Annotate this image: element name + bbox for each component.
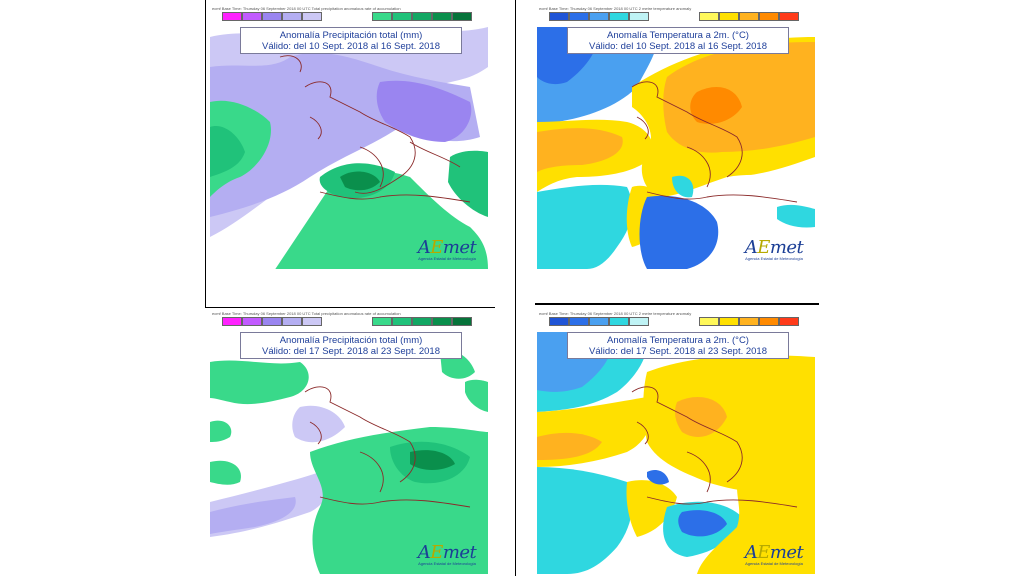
legend-header: ecmf Base Time: Thursday 06 September 20…	[539, 6, 692, 11]
frame-center-divider	[515, 0, 516, 576]
legend-swatch	[569, 12, 589, 21]
legend-swatch	[719, 317, 739, 326]
legend-header: ecmf Base Time: Thursday 06 September 20…	[212, 6, 401, 11]
legend-swatch	[569, 317, 589, 326]
temp-anomaly-map	[537, 332, 815, 574]
legend-swatch	[549, 12, 569, 21]
legend-swatch	[609, 12, 629, 21]
legend-swatch	[282, 12, 302, 21]
legend-bar: ecmf Base Time: Thursday 06 September 20…	[208, 5, 490, 27]
map-panel-temp-week2: ecmf Base Time: Thursday 06 September 20…	[535, 310, 817, 574]
aemet-logo-wordmark: AEmet	[744, 542, 804, 563]
legend-swatch	[392, 317, 412, 326]
map-title: Anomalía Precipitación total (mm)	[279, 335, 423, 346]
aemet-logo-subtitle: Agencia Estatal de Meteorología	[745, 256, 803, 261]
legend-swatch	[609, 317, 629, 326]
aemet-logo-subtitle: Agencia Estatal de Meteorología	[745, 561, 803, 566]
legend-swatch	[372, 317, 392, 326]
legend-bar: ecmf Base Time: Thursday 06 September 20…	[535, 310, 817, 332]
frame-left-border	[205, 0, 206, 307]
legend-swatch	[432, 317, 452, 326]
legend-swatch	[589, 12, 609, 21]
aemet-logo: AEmet Agencia Estatal de Meteorología	[739, 237, 809, 261]
map-panel-precip-week2: ecmf Base Time: Thursday 06 September 20…	[208, 310, 490, 574]
legend-swatch	[242, 317, 262, 326]
legend-swatch	[759, 317, 779, 326]
legend-swatch	[302, 12, 322, 21]
map-title: Anomalía Temperatura a 2m. (°C)	[607, 335, 749, 346]
map-title: Anomalía Temperatura a 2m. (°C)	[607, 30, 749, 41]
map-title-box: Anomalía Precipitación total (mm) Válido…	[240, 332, 462, 359]
map-validity: Válido: del 10 Sept. 2018 al 16 Sept. 20…	[589, 41, 767, 52]
legend-swatch	[452, 12, 472, 21]
aemet-logo-wordmark: AEmet	[417, 542, 477, 563]
legend-swatch	[759, 12, 779, 21]
aemet-logo: AEmet Agencia Estatal de Meteorología	[412, 237, 482, 261]
legend-swatch	[452, 317, 472, 326]
legend-header: ecmf Base Time: Thursday 06 September 20…	[539, 311, 692, 316]
aemet-logo-subtitle: Agencia Estatal de Meteorología	[418, 256, 476, 261]
frame-top-right-rule	[535, 303, 819, 305]
legend-swatch	[432, 12, 452, 21]
legend-swatch	[262, 12, 282, 21]
frame-bottom-border	[205, 307, 495, 308]
map-panel-temp-week1: ecmf Base Time: Thursday 06 September 20…	[535, 5, 817, 269]
legend-swatch	[779, 317, 799, 326]
legend-swatch	[719, 12, 739, 21]
temp-anomaly-map	[537, 27, 815, 269]
legend-swatch	[392, 12, 412, 21]
legend-swatch	[302, 317, 322, 326]
aemet-logo-wordmark: AEmet	[417, 237, 477, 258]
legend-bar: ecmf Base Time: Thursday 06 September 20…	[208, 310, 490, 332]
legend-swatch	[549, 317, 569, 326]
legend-swatch	[282, 317, 302, 326]
precip-anomaly-map	[210, 27, 488, 269]
legend-swatch	[699, 12, 719, 21]
map-validity: Válido: del 17 Sept. 2018 al 23 Sept. 20…	[589, 346, 767, 357]
map-validity: Válido: del 17 Sept. 2018 al 23 Sept. 20…	[262, 346, 440, 357]
aemet-logo-wordmark: AEmet	[744, 237, 804, 258]
legend-swatch	[629, 317, 649, 326]
legend-swatch	[779, 12, 799, 21]
precip-anomaly-map	[210, 332, 488, 574]
legend-swatch	[629, 12, 649, 21]
map-title-box: Anomalía Temperatura a 2m. (°C) Válido: …	[567, 27, 789, 54]
map-title-box: Anomalía Temperatura a 2m. (°C) Válido: …	[567, 332, 789, 359]
legend-swatch	[589, 317, 609, 326]
legend-bar: ecmf Base Time: Thursday 06 September 20…	[535, 5, 817, 27]
legend-swatch	[262, 317, 282, 326]
legend-swatch	[372, 12, 392, 21]
aemet-logo-subtitle: Agencia Estatal de Meteorología	[418, 561, 476, 566]
legend-swatch	[242, 12, 262, 21]
legend-swatch	[739, 317, 759, 326]
legend-swatch	[222, 317, 242, 326]
map-validity: Válido: del 10 Sept. 2018 al 16 Sept. 20…	[262, 41, 440, 52]
aemet-logo: AEmet Agencia Estatal de Meteorología	[739, 542, 809, 566]
legend-swatch	[412, 12, 432, 21]
map-title-box: Anomalía Precipitación total (mm) Válido…	[240, 27, 462, 54]
aemet-logo: AEmet Agencia Estatal de Meteorología	[412, 542, 482, 566]
legend-swatch	[699, 317, 719, 326]
map-title: Anomalía Precipitación total (mm)	[279, 30, 423, 41]
legend-swatch	[412, 317, 432, 326]
map-panel-precip-week1: ecmf Base Time: Thursday 06 September 20…	[208, 5, 490, 269]
legend-swatch	[739, 12, 759, 21]
legend-header: ecmf Base Time: Thursday 06 September 20…	[212, 311, 401, 316]
legend-swatch	[222, 12, 242, 21]
